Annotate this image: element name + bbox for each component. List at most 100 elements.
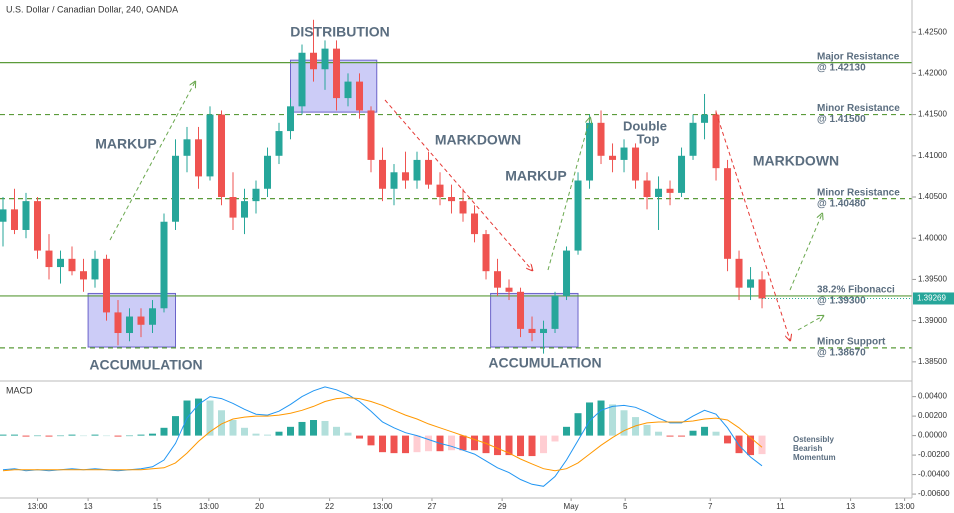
annotation: DISTRIBUTION [290,24,390,40]
markdown-arrow [715,111,790,340]
annotation: Bearish [793,444,822,453]
annotation: Ostensibly [793,435,834,444]
candle-body [333,48,341,99]
macd-histogram-bar [620,410,628,436]
candle-body [91,258,99,280]
annotation: Momentum [793,453,836,462]
macd-histogram-bar [666,435,674,437]
candle-body [758,279,766,299]
macd-histogram-bar [206,400,214,436]
macd-histogram-bar [102,435,110,437]
markup-arrow [109,82,195,241]
candle-body [425,159,433,185]
x-tick-label: May [564,502,579,511]
macd-histogram-bar [56,435,64,437]
macd-histogram-bar [356,435,364,439]
y-tick-label: 1.42500 [918,27,947,36]
y-tick-label: 1.38500 [918,357,947,366]
candle-body [678,155,686,193]
macd-histogram-bar [448,435,456,451]
macd-histogram-bar [747,435,755,456]
x-tick-label: 13:00 [895,502,916,511]
y-tick-label: 1.41500 [918,110,947,119]
projection-arrow [797,316,823,331]
candle-body [56,258,64,268]
macd-histogram-bar [0,434,7,436]
candle-body [609,155,617,160]
level-name: Major Resistance [817,51,900,62]
macd-histogram-bar [33,435,41,437]
macd-histogram-bar [252,433,260,436]
x-tick-label: 13 [84,502,93,511]
candle-body [310,52,318,70]
macd-histogram-bar [114,435,122,437]
macd-histogram-bar [540,435,548,454]
candle-body [528,328,536,334]
macd-histogram-bar [22,435,30,437]
markdown-arrow [384,99,532,270]
macd-histogram-bar [425,435,433,452]
x-tick-label: 7 [708,502,713,511]
macd-histogram-bar [517,435,525,457]
macd-histogram-bar [218,410,226,436]
y-tick-label: 0.00400 [918,392,947,401]
candle-body [574,180,582,251]
macd-histogram-bar [298,421,306,436]
annotation: Double [623,118,667,133]
macd-histogram-bar [689,430,697,436]
plot-layers: 1.42500 1.42000 1.41500 1.41000 1.40500 1.400… [0,19,954,511]
candle-body [252,188,260,202]
level-name: 38.2% Fibonacci [817,285,895,296]
macd-histogram-bar [68,434,76,436]
candle-body [102,258,110,313]
zone-box [490,292,579,348]
arrows [109,82,823,340]
last-price-label: 1.39269 [917,294,946,303]
candle-body [344,81,352,99]
candle-body [620,147,628,160]
macd-histogram-bar [505,435,513,456]
macd-histogram-bar [367,435,375,446]
level-name: Minor Support [817,336,886,347]
macd-histogram-bar [494,435,502,456]
macd-histogram-bar [712,431,720,436]
candle-body [632,147,640,181]
level-name: Minor Resistance [817,187,900,198]
candle-body [241,201,249,218]
macd-histogram-bar [379,435,387,453]
macd-histogram-bar [195,398,203,436]
macd-histogram-bar [701,426,709,436]
candle-body [436,184,444,198]
macd-histogram-bar [160,427,168,436]
macd-histogram-bar [482,435,490,454]
macd-histogram-bar [678,435,686,437]
candle-body [586,122,594,181]
candle-body [298,52,306,107]
macd-histogram-bar [344,432,352,436]
macd-histogram-bar [171,416,179,436]
candle-body [125,316,133,334]
x-tick-label: 20 [255,502,264,511]
candle-body [0,209,7,222]
candle-body [264,155,272,189]
candle-body [356,81,364,111]
x-tick-label: 13:00 [199,502,220,511]
annotation: ACCUMULATION [89,357,202,373]
macd-histogram-bar [459,435,467,451]
candle-body [22,201,30,230]
candle-body [321,48,329,70]
candle-body [183,139,191,156]
macd-histogram-bar [148,433,156,436]
macd-histogram-bar [735,435,743,454]
candle-body [540,328,548,334]
macd-histogram-bar [287,426,295,436]
candle-body [10,209,18,230]
chart-title: U.S. Dollar / Canadian Dollar, 240, OAND… [6,4,178,14]
candle-body [655,188,663,198]
macd-histogram-bar [45,435,53,437]
macd-histogram-bar [275,431,283,436]
y-tick-label: -0.00400 [918,470,950,479]
candle-body [171,155,179,222]
macd-histogram-bar [229,420,237,436]
candle-body [459,201,467,214]
